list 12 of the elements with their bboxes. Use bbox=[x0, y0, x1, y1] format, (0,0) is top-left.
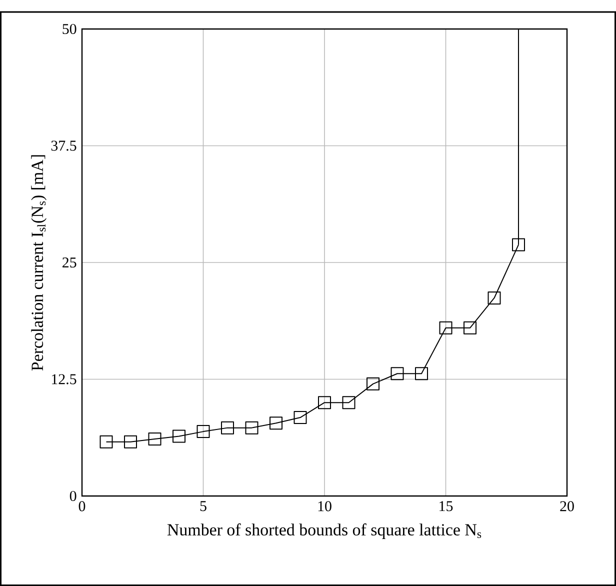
x-tick-label: 10 bbox=[318, 501, 332, 512]
y-tick-label: 37.5 bbox=[51, 140, 76, 151]
y-tick-label: 12.5 bbox=[52, 374, 76, 384]
y-axis-title: Percolation current I$_{sl}$(N$_{s}$) [mA] bbox=[31, 155, 47, 371]
x-tick-label: 5 bbox=[200, 501, 206, 512]
x-tick-label: 15 bbox=[440, 501, 453, 512]
y-tick-label: 0 bbox=[70, 490, 76, 502]
x-axis-title: Number of shorted bounds of square lattice N$_{s}$ bbox=[167, 523, 482, 539]
x-tick-label: 0 bbox=[78, 501, 86, 512]
y-tick-label: 25 bbox=[62, 257, 76, 268]
x-tick-label: 20 bbox=[560, 501, 574, 512]
y-tick-label: 50 bbox=[62, 24, 76, 34]
